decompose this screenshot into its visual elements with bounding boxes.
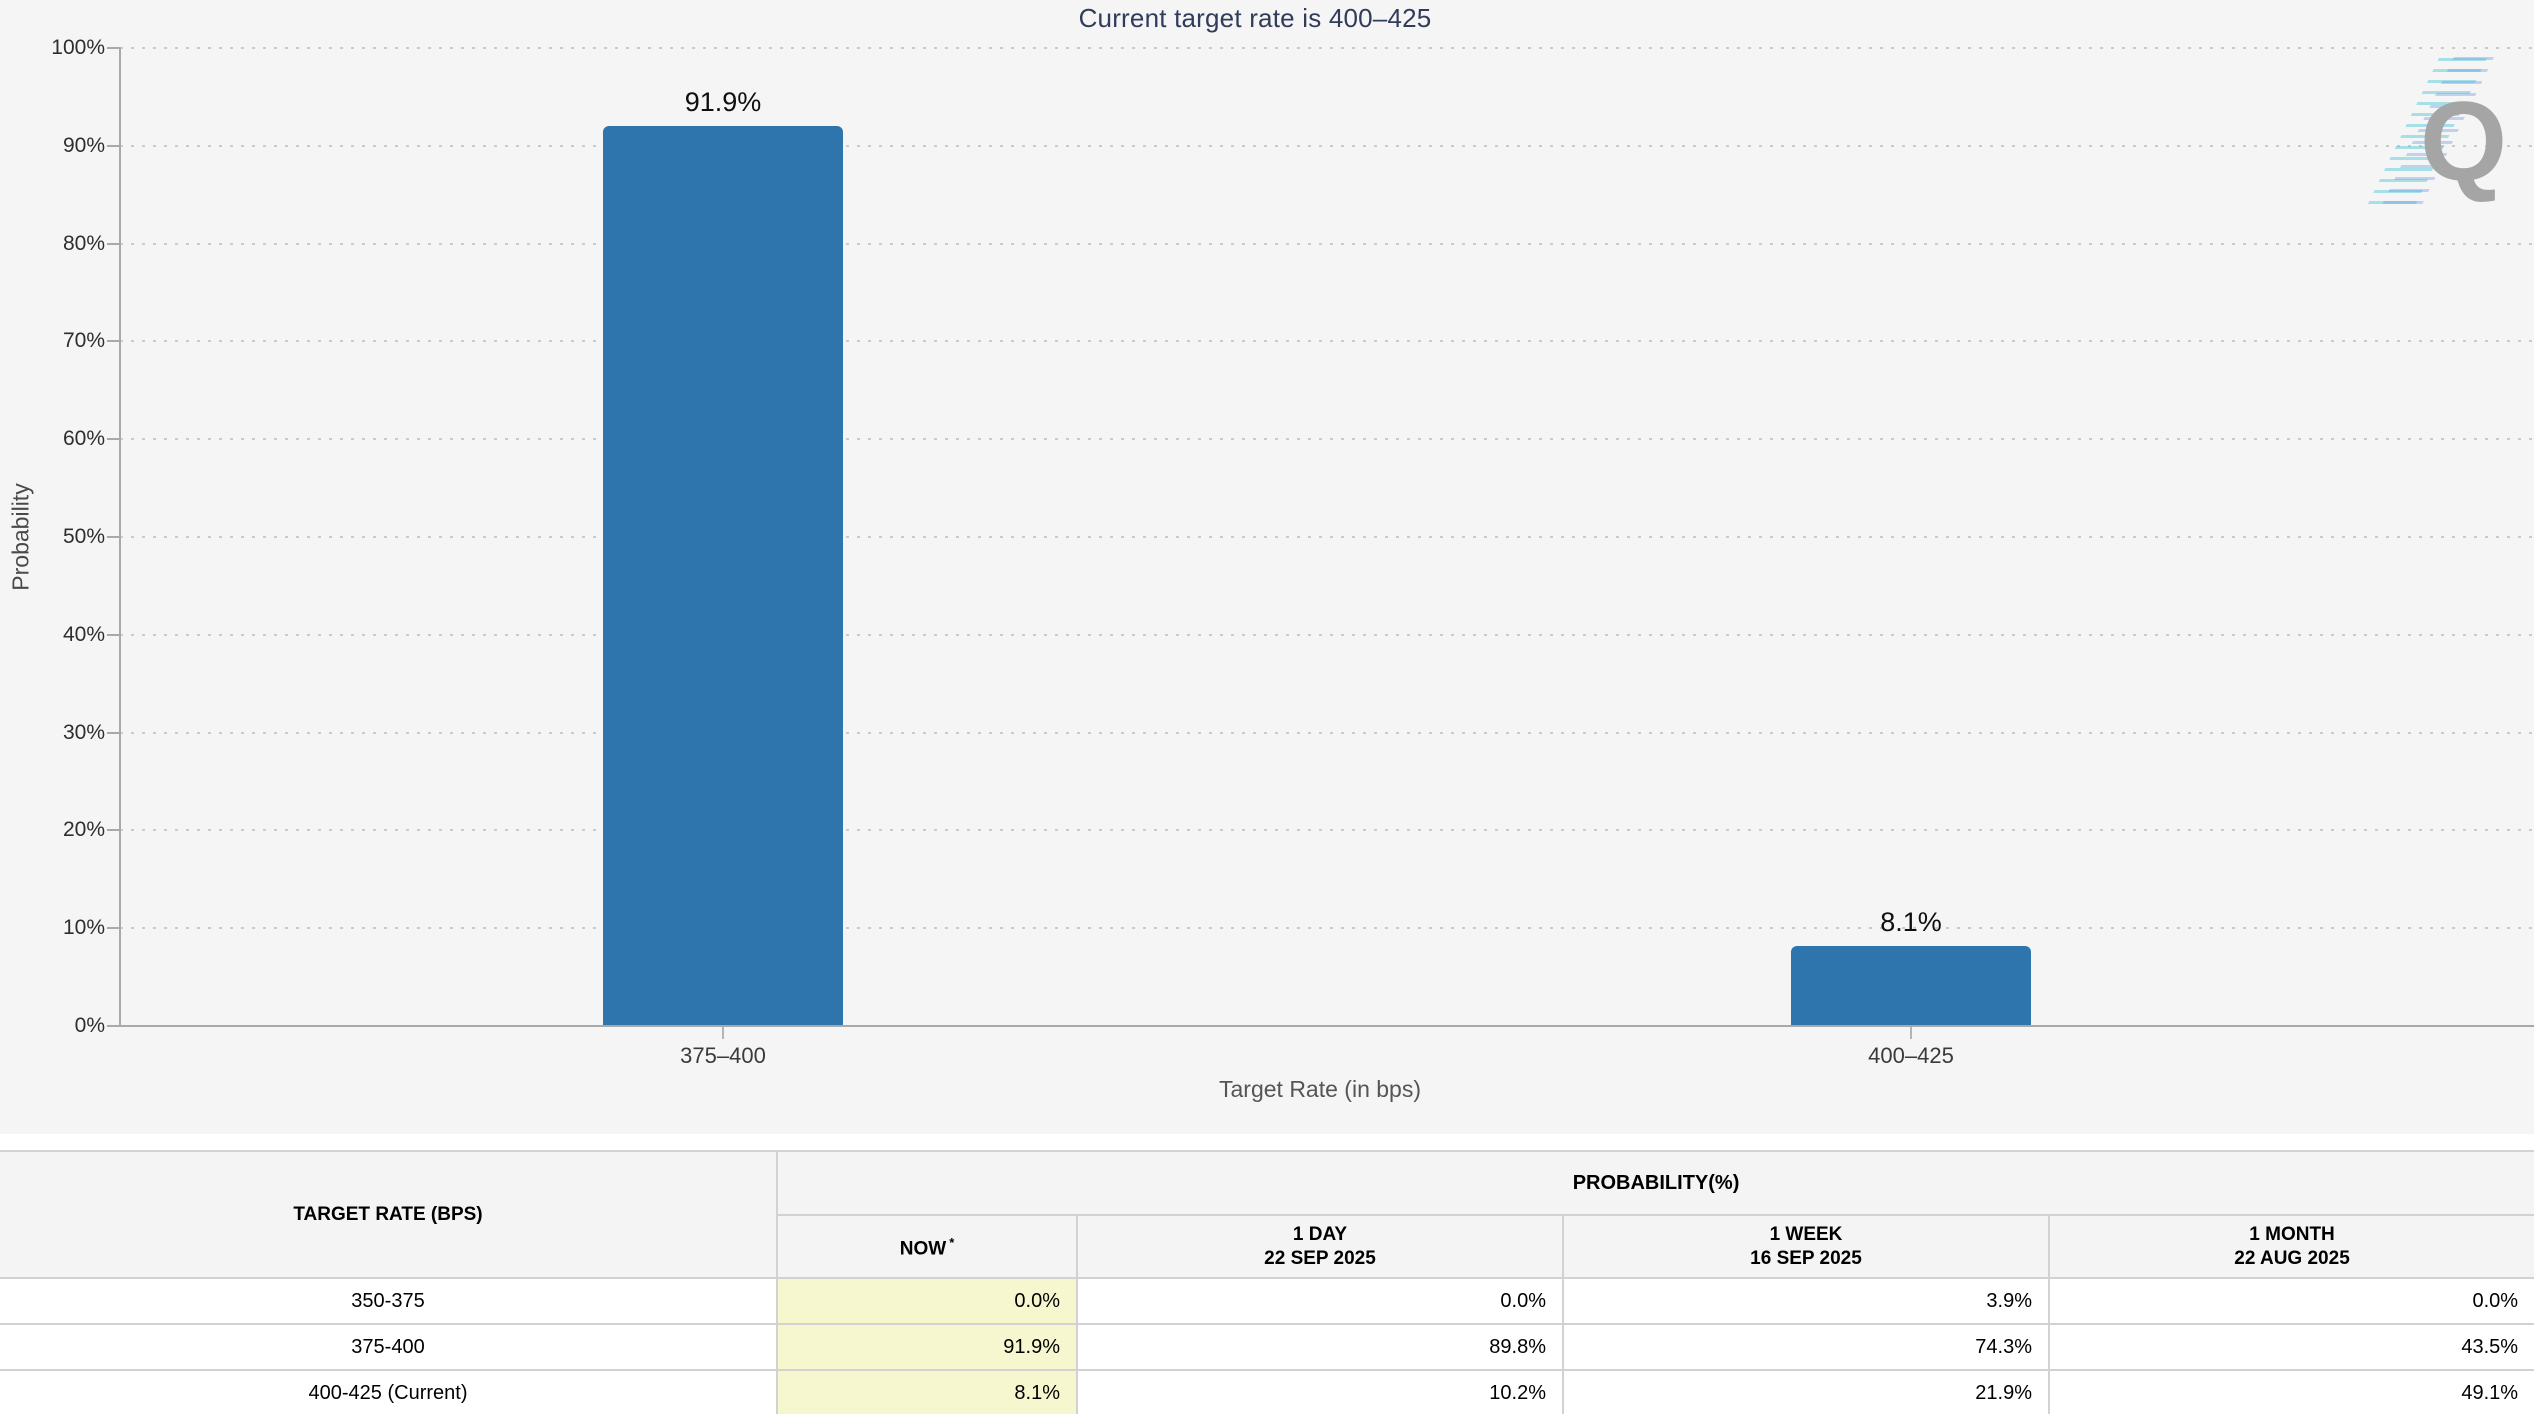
rate-cell: 375-400: [0, 1323, 777, 1370]
chart-title: Current target rate is 400–425: [1078, 3, 1432, 33]
col-header-1month-label: 1 MONTH: [2249, 1223, 2335, 1245]
y-tick-label: 40%: [62, 623, 105, 646]
week1-value-cell: 3.9%: [1562, 1277, 2049, 1324]
y-tickmark: [107, 243, 120, 245]
gridline-90: [120, 145, 2534, 147]
now-value-cell: 8.1%: [776, 1369, 1077, 1414]
bar-value-label: 8.1%: [1880, 907, 1942, 937]
bar-value-label: 91.9%: [684, 87, 762, 117]
gridline-50: [120, 536, 2534, 538]
col-header-now: NOW *: [776, 1214, 1077, 1278]
y-tickmark: [107, 732, 120, 734]
y-tickmark: [107, 438, 120, 440]
day1-value-cell: 0.0%: [1076, 1277, 1563, 1324]
col-header-1month: 1 MONTH 22 AUG 2025: [2047, 1214, 2534, 1278]
y-tickmark: [107, 47, 120, 49]
now-footnote-asterisk: *: [949, 1235, 955, 1251]
probability-table: TARGET RATE (BPS) PROBABILITY(%) NOW * 1 …: [0, 1150, 2534, 1414]
gridline-20: [120, 829, 2534, 831]
y-tickmark: [107, 1025, 120, 1027]
col-header-1month-date: 22 AUG 2025: [2234, 1247, 2350, 1269]
table-row: 350-375 0.0% 0.0% 3.9% 0.0%: [0, 1277, 2534, 1324]
x-axis-title: Target Rate (in bps): [1219, 1076, 1421, 1102]
y-tick-label: 0%: [74, 1014, 105, 1037]
col-header-1day-label: 1 DAY: [1292, 1223, 1348, 1245]
probability-chart: Current target rate is 400–425 100% 90% …: [7, 3, 2534, 1102]
bar-400-425[interactable]: [1791, 946, 2031, 1025]
rate-cell: 350-375: [0, 1277, 777, 1324]
y-tick-label: 90%: [62, 134, 105, 157]
probability-table-section: TARGET RATE (BPS) PROBABILITY(%) NOW * 1 …: [0, 1150, 2534, 1414]
table-row: 375-400 91.9% 89.8% 74.3% 43.5%: [0, 1323, 2534, 1370]
logo-watermark: Q: [2350, 50, 2520, 225]
week1-value-cell: 74.3%: [1562, 1323, 2049, 1370]
y-tickmark: [107, 145, 120, 147]
week1-value-cell: 21.9%: [1562, 1369, 2049, 1414]
y-tickmark: [107, 634, 120, 636]
y-tick-label: 20%: [62, 818, 105, 841]
col-header-1week: 1 WEEK 16 SEP 2025: [1562, 1214, 2049, 1278]
col-header-1day-date: 22 SEP 2025: [1264, 1247, 1376, 1269]
y-tick-label: 80%: [62, 232, 105, 255]
y-tickmark: [107, 536, 120, 538]
y-tick-label: 30%: [62, 721, 105, 744]
gridline-70: [120, 340, 2534, 342]
col-header-1week-label: 1 WEEK: [1769, 1223, 1843, 1245]
gridline-80: [120, 243, 2534, 245]
watermark-q-letter: Q: [2420, 79, 2508, 204]
col-header-probability-group: PROBABILITY(%): [775, 1151, 2534, 1215]
col-header-1day: 1 DAY 22 SEP 2025: [1076, 1214, 1563, 1278]
x-category-label: 400–425: [1868, 1043, 1954, 1068]
rate-cell: 400-425 (Current): [0, 1369, 777, 1414]
col-header-target-rate: TARGET RATE (BPS): [0, 1151, 777, 1278]
table-row: 400-425 (Current) 8.1% 10.2% 21.9% 49.1%: [0, 1369, 2534, 1414]
y-tickmark: [107, 927, 120, 929]
col-header-now-label: NOW: [899, 1238, 947, 1260]
y-axis-title: Probability: [7, 483, 34, 591]
month1-value-cell: 43.5%: [2047, 1323, 2534, 1370]
gridline-100: [120, 47, 2534, 49]
month1-value-cell: 0.0%: [2047, 1277, 2534, 1324]
day1-value-cell: 10.2%: [1076, 1369, 1563, 1414]
y-tick-label: 100%: [51, 36, 105, 59]
x-axis-line: [119, 1025, 2534, 1027]
y-axis-line: [119, 47, 121, 1027]
x-category-label: 375–400: [680, 1043, 766, 1068]
y-tickmark: [107, 340, 120, 342]
gridline-10: [120, 927, 2534, 929]
now-value-cell: 0.0%: [776, 1277, 1077, 1324]
bar-375-400[interactable]: [603, 126, 843, 1025]
gridline-30: [120, 732, 2534, 734]
col-header-1week-date: 16 SEP 2025: [1750, 1247, 1862, 1269]
x-tickmark: [722, 1027, 724, 1039]
y-tick-label: 50%: [62, 525, 105, 548]
y-tickmark: [107, 829, 120, 831]
y-tick-label: 60%: [62, 427, 105, 450]
day1-value-cell: 89.8%: [1076, 1323, 1563, 1370]
now-value-cell: 91.9%: [776, 1323, 1077, 1370]
y-tick-label: 70%: [62, 329, 105, 352]
gridline-60: [120, 438, 2534, 440]
x-tickmark: [1910, 1027, 1912, 1039]
gridline-40: [120, 634, 2534, 636]
month1-value-cell: 49.1%: [2047, 1369, 2534, 1414]
y-tick-label: 10%: [62, 916, 105, 939]
